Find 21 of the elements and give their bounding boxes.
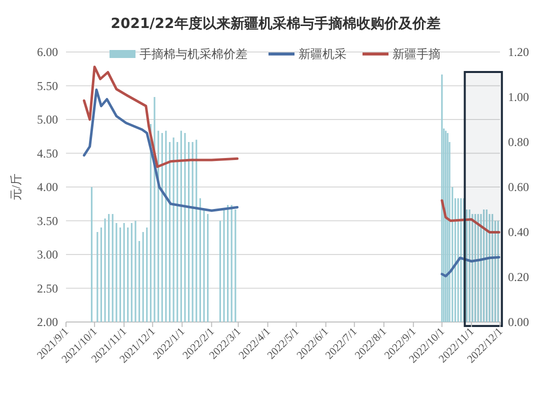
- legend-label: 新疆手摘: [392, 47, 440, 61]
- y-tick-label: 3.50: [37, 214, 58, 228]
- y2-tick-label: 1.00: [508, 90, 529, 104]
- y2-tick-label: 0.60: [508, 180, 529, 194]
- y-axis-title: 元/斤: [9, 173, 23, 201]
- legend-label: 新疆机采: [298, 47, 346, 61]
- y2-tick-label: 0.40: [508, 225, 529, 239]
- legend-label: 手摘棉与机采棉价差: [140, 47, 248, 61]
- y-tick-label: 2.00: [37, 315, 58, 329]
- y2-tick-label: 1.20: [508, 45, 529, 59]
- chart-title: 2021/22年度以来新疆机采棉与手摘棉收购价及价差: [110, 15, 440, 32]
- y2-tick-label: 0.00: [508, 315, 529, 329]
- y-tick-label: 5.00: [37, 112, 58, 126]
- y-tick-label: 5.50: [37, 78, 58, 93]
- y-tick-label: 4.50: [37, 146, 58, 160]
- y-tick-label: 6.00: [37, 45, 58, 59]
- y-tick-label: 4.00: [37, 180, 58, 194]
- y-tick-label: 2.50: [37, 281, 58, 296]
- y-tick-label: 3.00: [37, 248, 58, 262]
- y2-tick-label: 0.80: [508, 135, 529, 149]
- y2-tick-label: 0.20: [508, 270, 529, 284]
